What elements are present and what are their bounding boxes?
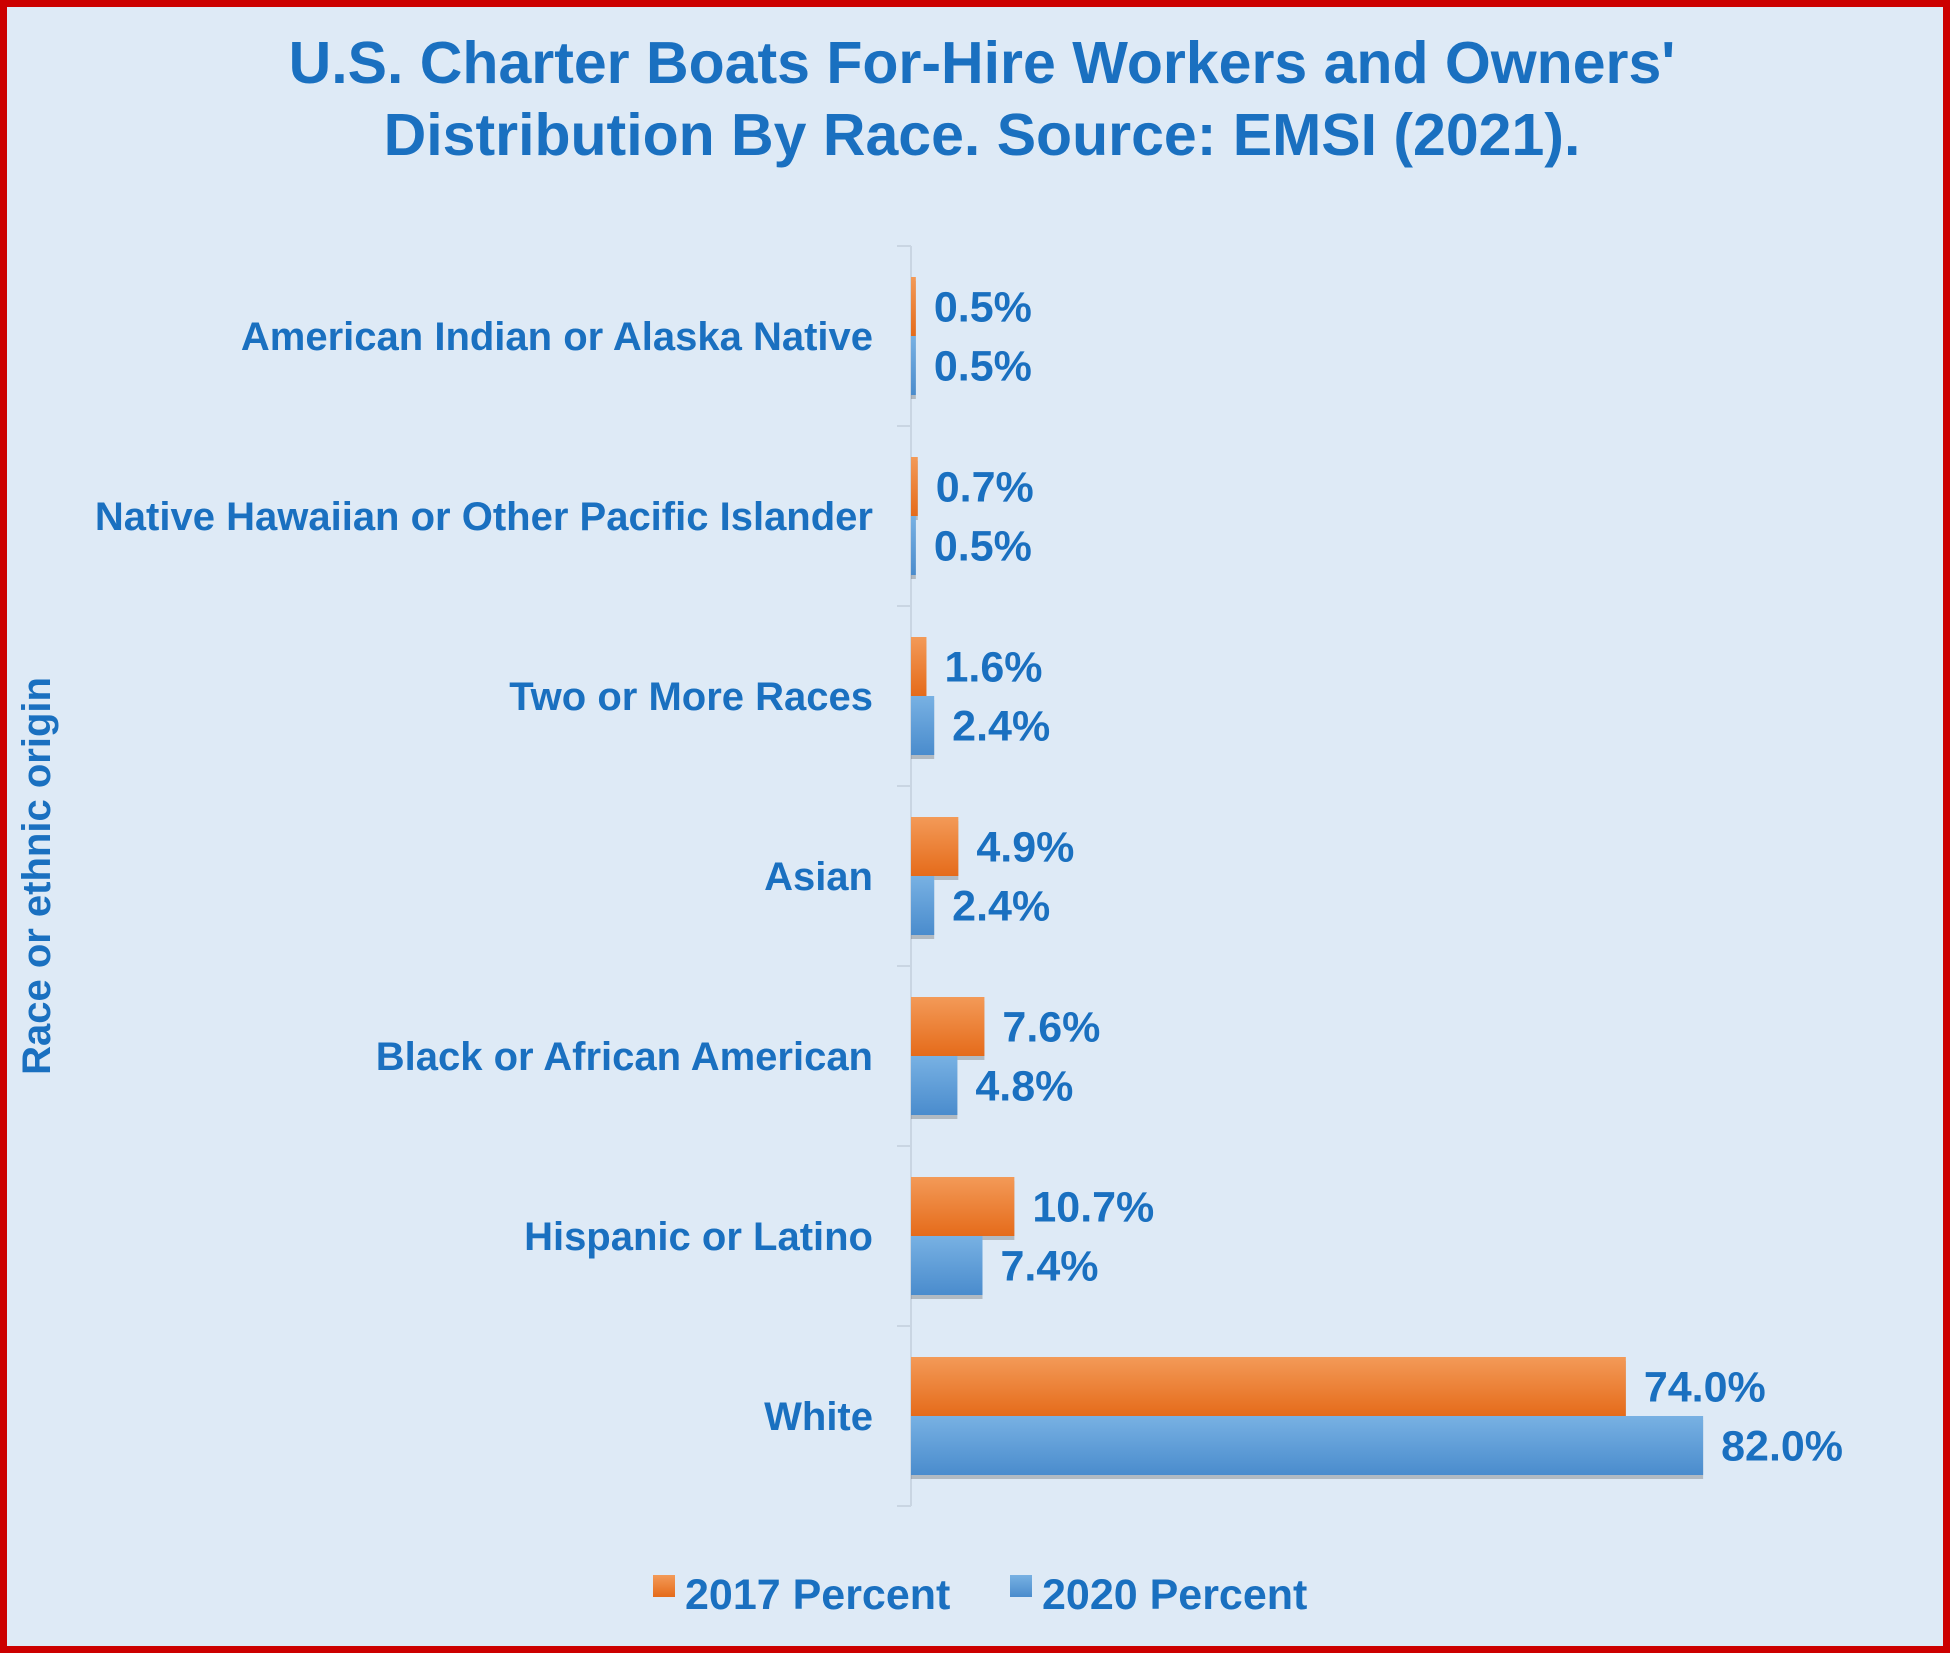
bar-2017 <box>911 1177 1015 1236</box>
bar-2017 <box>911 457 918 516</box>
bar-2017 <box>911 277 916 336</box>
data-label: 0.5% <box>934 284 1032 332</box>
category-label: Native Hawaiian or Other Pacific Islande… <box>95 495 873 539</box>
category-label: American Indian or Alaska Native <box>241 315 873 359</box>
bar-2017 <box>911 997 985 1056</box>
bar-2020 <box>911 336 916 395</box>
data-label: 0.7% <box>936 464 1034 512</box>
category-label: White <box>764 1395 873 1439</box>
category-label: Black or African American <box>376 1035 873 1079</box>
data-label: 4.8% <box>975 1063 1073 1111</box>
legend-swatch <box>653 1575 675 1597</box>
bar-series-group <box>911 277 1704 1479</box>
data-label: 7.4% <box>1000 1243 1098 1291</box>
data-label: 1.6% <box>944 644 1042 692</box>
y-axis-title: Race or ethnic origin <box>15 677 59 1075</box>
data-label: 7.6% <box>1002 1004 1100 1052</box>
bar-2020 <box>911 1236 983 1295</box>
bar-2017 <box>911 1357 1626 1416</box>
data-label: 2.4% <box>952 703 1050 751</box>
chart-title-line-1: U.S. Charter Boats For-Hire Workers and … <box>288 30 1676 96</box>
legend-swatch <box>1010 1575 1032 1597</box>
legend-label: 2017 Percent <box>685 1571 950 1619</box>
data-label: 10.7% <box>1032 1184 1154 1232</box>
data-label-group: American Indian or Alaska Native Native H… <box>95 284 1843 1471</box>
bar-2017 <box>911 637 927 696</box>
bar-2020 <box>911 1056 958 1115</box>
data-label: 4.9% <box>976 824 1074 872</box>
data-label: 0.5% <box>934 523 1032 571</box>
bar-2020 <box>911 1416 1704 1475</box>
bar-2020 <box>911 696 935 755</box>
bar-2020 <box>911 516 916 575</box>
category-label: Two or More Races <box>509 675 873 719</box>
bar-2017 <box>911 817 959 876</box>
chart-title: U.S. Charter Boats For-Hire Workers and … <box>7 27 1950 171</box>
category-label: Hispanic or Latino <box>524 1215 873 1259</box>
category-axis <box>897 245 912 1507</box>
data-label: 0.5% <box>934 343 1032 391</box>
bar-2020 <box>911 876 935 935</box>
data-label: 74.0% <box>1644 1364 1766 1412</box>
category-label: Asian <box>764 855 873 899</box>
legend: 2017 Percent 2020 Percent <box>653 1571 1307 1619</box>
data-label: 2.4% <box>952 883 1050 931</box>
legend-label: 2020 Percent <box>1042 1571 1307 1619</box>
chart-title-line-2: Distribution By Race. Source: EMSI (2021… <box>383 102 1581 168</box>
data-label: 82.0% <box>1721 1423 1843 1471</box>
